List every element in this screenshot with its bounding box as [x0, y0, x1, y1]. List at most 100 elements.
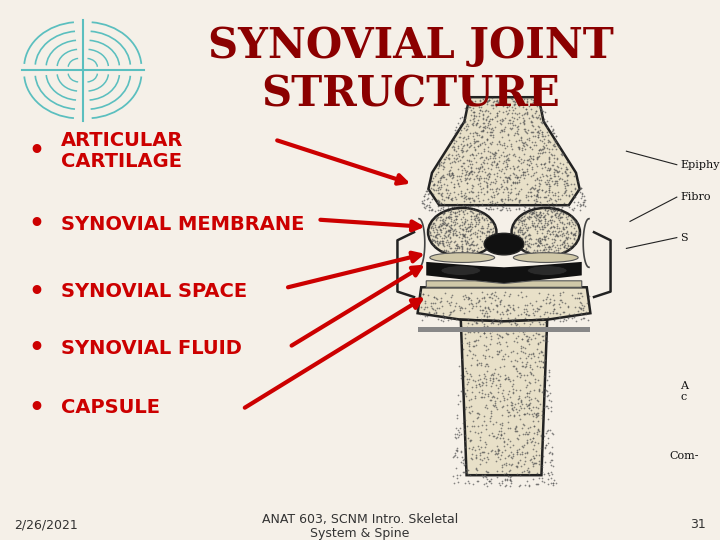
Point — [539, 134, 550, 143]
Point — [520, 305, 531, 313]
Point — [437, 171, 449, 180]
Point — [462, 131, 474, 140]
Point — [447, 307, 459, 315]
Point — [527, 96, 539, 104]
Point — [528, 331, 539, 340]
Point — [467, 118, 479, 127]
Point — [525, 369, 536, 377]
Point — [436, 237, 448, 245]
Point — [469, 201, 480, 210]
Point — [528, 155, 539, 164]
Point — [531, 303, 542, 312]
Point — [505, 461, 517, 469]
Point — [467, 151, 479, 159]
Point — [531, 412, 543, 421]
Point — [543, 415, 554, 423]
Point — [521, 430, 533, 439]
Point — [487, 374, 498, 383]
Point — [484, 376, 495, 384]
Point — [548, 172, 559, 181]
Point — [440, 216, 451, 225]
Point — [482, 188, 493, 197]
Point — [432, 196, 444, 205]
Point — [552, 246, 563, 255]
Point — [515, 347, 526, 355]
Point — [446, 293, 457, 301]
Point — [514, 226, 526, 234]
Point — [505, 401, 517, 410]
Point — [487, 193, 498, 201]
Point — [532, 185, 544, 194]
Point — [454, 230, 466, 238]
Point — [485, 406, 497, 415]
Point — [511, 126, 523, 135]
Point — [501, 330, 513, 339]
Point — [533, 238, 544, 246]
Point — [436, 237, 447, 246]
Point — [513, 190, 524, 199]
Point — [459, 479, 470, 488]
Point — [464, 251, 476, 259]
Point — [528, 421, 539, 430]
Point — [497, 127, 508, 136]
Point — [479, 124, 490, 132]
Point — [517, 328, 528, 336]
Point — [547, 307, 559, 315]
Point — [469, 145, 481, 153]
Point — [545, 194, 557, 203]
Point — [440, 220, 451, 229]
Point — [423, 201, 434, 210]
Point — [515, 136, 526, 144]
Point — [539, 218, 551, 227]
Point — [459, 454, 470, 463]
Point — [526, 159, 537, 168]
Point — [431, 233, 442, 241]
Point — [456, 247, 468, 256]
Point — [559, 187, 570, 196]
Point — [575, 289, 587, 298]
Point — [535, 356, 546, 365]
Point — [449, 215, 460, 224]
Point — [451, 231, 462, 239]
Point — [458, 220, 469, 229]
Point — [550, 245, 562, 254]
Point — [491, 394, 503, 402]
Point — [489, 178, 500, 187]
Point — [550, 131, 562, 140]
Point — [523, 160, 534, 169]
Point — [460, 225, 472, 233]
Point — [495, 318, 506, 327]
Point — [518, 460, 530, 469]
Point — [536, 222, 547, 231]
Point — [515, 133, 526, 141]
Point — [450, 194, 462, 203]
Point — [444, 172, 455, 180]
Point — [532, 188, 544, 197]
Point — [451, 231, 462, 239]
Point — [446, 205, 457, 214]
Point — [528, 185, 540, 194]
Point — [521, 244, 532, 252]
Point — [538, 246, 549, 254]
Point — [551, 220, 562, 228]
Point — [523, 463, 534, 472]
Point — [428, 186, 439, 195]
Point — [554, 209, 566, 218]
Ellipse shape — [511, 208, 580, 256]
Point — [465, 218, 477, 227]
Point — [436, 219, 448, 228]
Point — [538, 233, 549, 241]
Point — [484, 154, 495, 163]
Point — [557, 316, 569, 325]
Point — [521, 332, 533, 340]
Point — [549, 209, 560, 218]
Point — [499, 326, 510, 335]
Point — [523, 212, 535, 220]
Point — [549, 177, 560, 185]
Point — [472, 442, 484, 450]
Point — [562, 171, 574, 179]
Point — [471, 129, 482, 137]
Point — [438, 231, 450, 239]
Point — [525, 213, 536, 221]
Point — [546, 238, 558, 247]
